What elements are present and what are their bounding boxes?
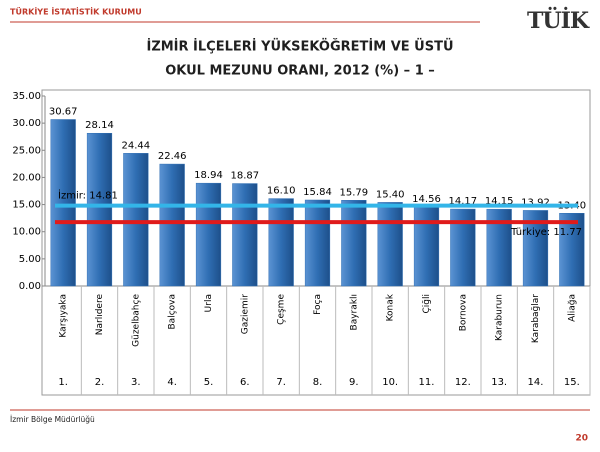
- data-label: 14.56: [412, 194, 441, 205]
- data-label: 14.15: [485, 196, 514, 207]
- x-tick-label: Karşıyaka: [59, 294, 69, 338]
- rank-label: 4.: [167, 377, 177, 388]
- x-tick-label: Çeşme: [277, 294, 287, 325]
- data-label: 28.14: [85, 120, 114, 131]
- y-tick-label: 10.00: [12, 227, 41, 238]
- data-label: 14.17: [449, 196, 478, 207]
- x-tick-label: Bornova: [458, 294, 468, 331]
- rank-label: 10.: [382, 377, 398, 388]
- page-number: 20: [575, 434, 588, 444]
- x-tick-label: Çiğli: [422, 294, 432, 314]
- data-label: 16.10: [267, 186, 296, 197]
- x-tick-label: Karaburun: [495, 294, 505, 341]
- logo: TÜİK: [527, 6, 590, 34]
- rank-label: 6.: [240, 377, 250, 388]
- rank-label: 13.: [491, 377, 507, 388]
- bar: [123, 153, 149, 287]
- rank-label: 5.: [204, 377, 214, 388]
- x-tick-label: Karabağlar: [531, 294, 541, 343]
- y-tick-label: 35.00: [12, 91, 41, 102]
- bar: [195, 182, 222, 287]
- bar: [559, 213, 585, 287]
- data-label: 30.67: [49, 107, 78, 118]
- reference-label: Türkiye: 11.77: [510, 227, 582, 238]
- rank-label: 15.: [564, 377, 580, 388]
- rank-label: 11.: [419, 377, 435, 388]
- x-tick-label: Urla: [204, 294, 214, 312]
- x-tick-label: Narlıdere: [95, 294, 105, 336]
- x-tick-label: Gaziemir: [240, 294, 250, 335]
- y-tick-label: 15.00: [12, 200, 41, 211]
- data-label: 15.40: [376, 189, 405, 200]
- rank-label: 14.: [528, 377, 544, 388]
- x-tick-label: Bayraklı: [349, 294, 359, 330]
- x-tick-label: Konak: [386, 293, 396, 321]
- x-tick-label: Aliağa: [567, 294, 577, 322]
- rank-label: 12.: [455, 377, 471, 388]
- rank-label: 9.: [349, 377, 359, 388]
- chart-title: OKUL MEZUNU ORANI, 2012 (%) – 1 –: [165, 64, 435, 79]
- rank-label: 8.: [313, 377, 323, 388]
- bar: [86, 132, 113, 287]
- rank-label: 2.: [95, 377, 105, 388]
- bar: [304, 199, 331, 287]
- y-tick-label: 0.00: [19, 281, 41, 292]
- bar: [341, 200, 367, 287]
- data-label: 22.46: [158, 151, 187, 162]
- bar: [232, 183, 258, 287]
- data-label: 18.94: [194, 170, 223, 181]
- institution: TÜRKİYE İSTATİSTİK KURUMU: [10, 7, 142, 17]
- x-tick-label: Foça: [313, 294, 323, 315]
- bar: [377, 202, 403, 287]
- bar: [413, 206, 440, 287]
- data-label: 15.84: [303, 187, 332, 198]
- x-tick-label: Güzelbahçe: [131, 294, 141, 347]
- reference-label: İzmir: 14.81: [58, 189, 118, 202]
- rank-label: 7.: [276, 377, 286, 388]
- rank-label: 3.: [131, 377, 141, 388]
- data-label: 15.79: [340, 187, 369, 198]
- footer-office: İzmir Bölge Müdürlüğü: [10, 415, 95, 424]
- y-tick-label: 5.00: [19, 254, 41, 265]
- y-tick-label: 30.00: [12, 118, 41, 129]
- data-label: 13.92: [521, 197, 550, 208]
- x-tick-label: Balçova: [168, 294, 178, 330]
- chart-frame: [41, 89, 591, 396]
- data-label: 24.44: [122, 140, 151, 151]
- chart-title: İZMİR İLÇELERİ YÜKSEKÖĞRETİM VE ÜSTÜ: [146, 39, 453, 55]
- y-tick-label: 20.00: [12, 172, 41, 183]
- bar: [159, 163, 185, 287]
- rank-label: 1.: [58, 377, 68, 388]
- bar: [268, 198, 294, 287]
- bar: [50, 119, 76, 287]
- y-tick-label: 25.00: [12, 145, 41, 156]
- data-label: 18.87: [231, 171, 260, 182]
